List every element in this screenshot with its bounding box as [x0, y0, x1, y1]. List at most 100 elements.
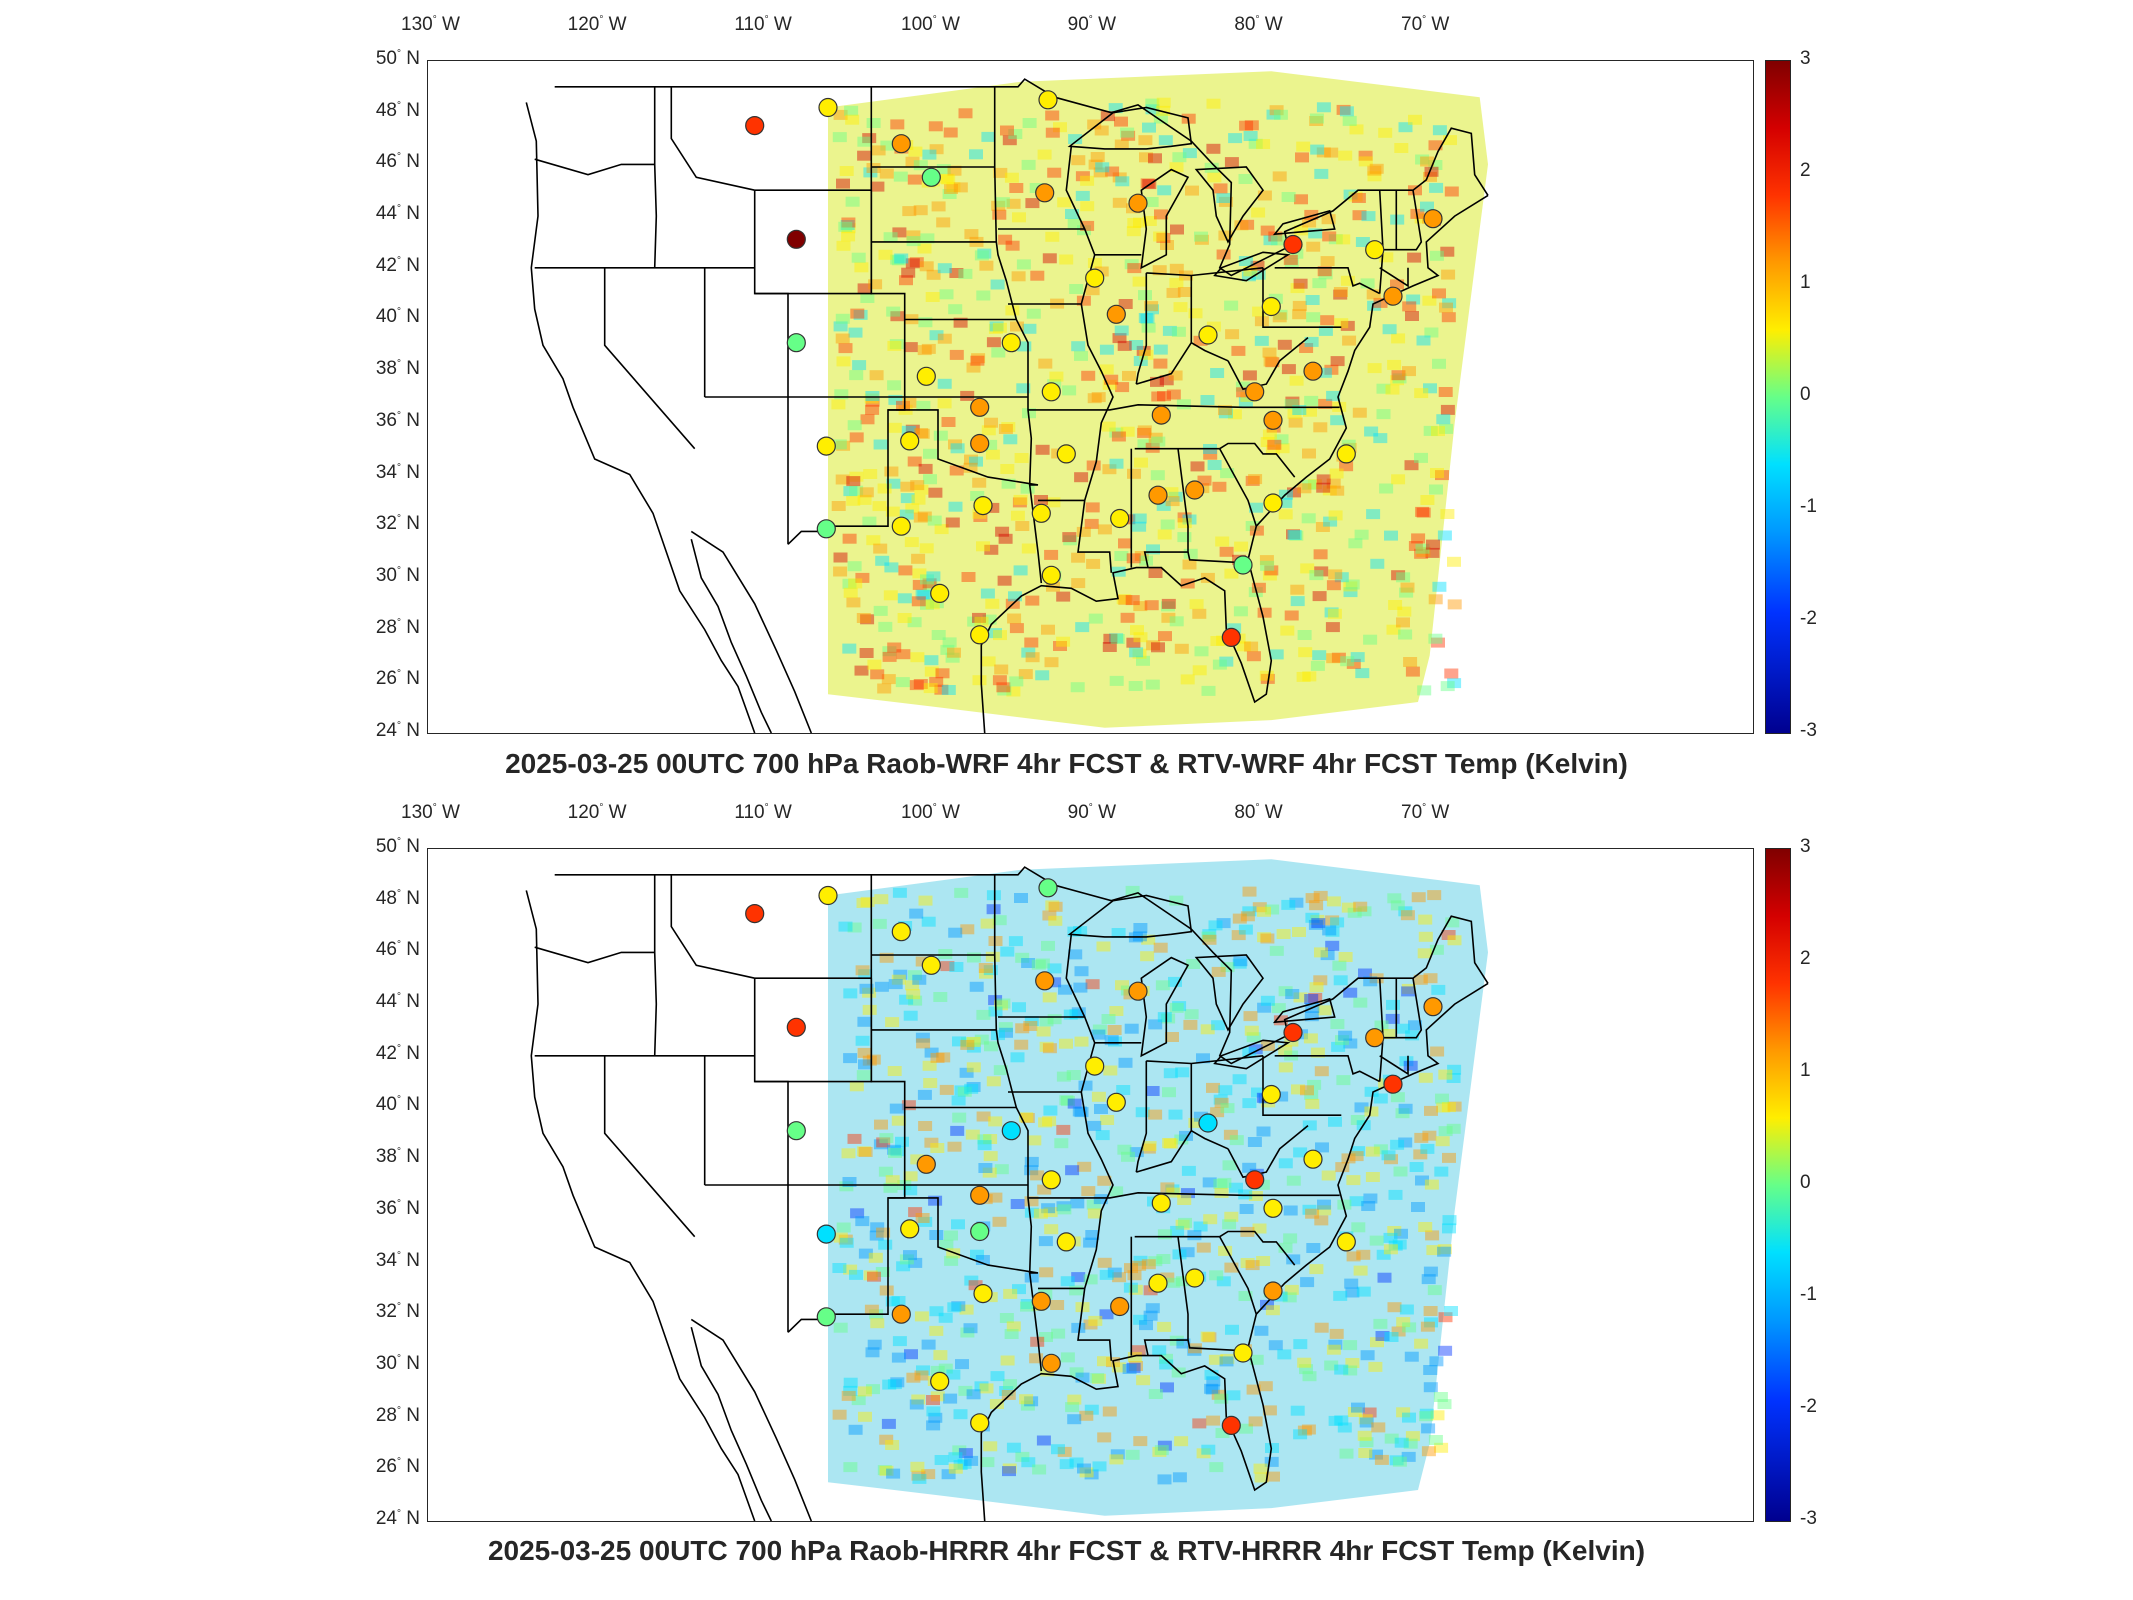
great-lake-outline	[1272, 997, 1336, 1024]
lat-tick-label: 44° N	[375, 203, 420, 225]
lon-tick-label: 70° W	[1401, 802, 1450, 823]
raob-station-marker	[816, 436, 836, 456]
state-boundary	[1135, 272, 1148, 385]
forecast-field-swath	[828, 859, 1488, 1516]
raob-station-marker	[1038, 90, 1058, 110]
lat-tick-label: 24° N	[375, 1508, 420, 1529]
raob-station-marker	[1031, 503, 1051, 523]
panel-title-bottom: 2025-03-25 00UTC 700 hPa Raob-HRRR 4hr F…	[487, 1535, 1646, 1566]
raob-station-marker	[1221, 1415, 1241, 1436]
raob-station-marker	[1041, 1353, 1061, 1373]
state-boundary	[1136, 1130, 1192, 1173]
lon-tick-label: 90° W	[1067, 802, 1117, 823]
lat-tick-label: 34° N	[375, 1249, 420, 1271]
raob-station-marker	[1041, 1170, 1061, 1190]
lon-tick-label: 100° W	[901, 14, 960, 35]
state-boundary	[1143, 448, 1189, 568]
raob-station-marker	[1336, 1232, 1356, 1252]
lat-tick-label: 50° N	[375, 48, 420, 69]
state-boundary	[603, 1055, 696, 1238]
raob-station-marker	[1383, 1074, 1403, 1094]
state-boundary	[1262, 1055, 1342, 1117]
great-lake-outline	[1140, 956, 1190, 1058]
raob-station-marker	[1110, 508, 1130, 529]
lat-tick-label: 34° N	[375, 461, 420, 483]
field-texture	[831, 97, 1462, 697]
lon-tick-label: 110° W	[734, 14, 792, 35]
raob-station-marker	[1263, 1281, 1283, 1301]
state-boundary	[1065, 146, 1114, 573]
colorbar-tick-label: 0	[1800, 384, 1811, 405]
state-boundary	[1028, 1191, 1340, 1199]
state-boundary	[888, 409, 1043, 584]
colorbar-tick-label: 3	[1800, 48, 1811, 69]
raob-station-marker	[1001, 333, 1021, 353]
raob-station-marker	[1148, 485, 1168, 505]
raob-station-marker	[1085, 1056, 1105, 1076]
colorbar-tick-label: 2	[1800, 160, 1811, 181]
baja-coastline	[690, 1326, 773, 1521]
lat-tick-label: 32° N	[375, 513, 420, 535]
raob-station-marker	[1185, 480, 1205, 500]
raob-station-marker	[1151, 1193, 1171, 1213]
colorbar-tick-label: -1	[1800, 496, 1817, 517]
state-boundary	[1190, 1063, 1229, 1150]
raob-station-marker	[818, 885, 838, 906]
state-boundary	[1274, 1055, 1381, 1083]
raob-station-marker	[1245, 382, 1265, 402]
lat-tick-label: 40° N	[375, 306, 420, 328]
raob-station-marker	[1035, 971, 1055, 991]
raob-station-marker	[1261, 1084, 1281, 1105]
state-boundary	[1136, 342, 1192, 385]
west-coastline	[525, 890, 756, 1521]
lat-tick-label: 28° N	[375, 1404, 420, 1426]
lat-tick-label: 42° N	[375, 254, 420, 276]
raob-station-marker	[900, 431, 920, 451]
great-lake-outline	[1194, 954, 1264, 1032]
raob-station-marker	[1085, 268, 1105, 288]
state-boundary	[993, 86, 1033, 485]
state-boundary	[754, 292, 789, 545]
raob-station-marker	[1056, 1232, 1076, 1252]
raob-station-marker	[970, 1185, 990, 1205]
raob-station-marker	[970, 1413, 990, 1433]
state-boundary	[534, 946, 655, 964]
raob-station-marker	[1041, 565, 1061, 585]
state-boundary	[1135, 1060, 1148, 1173]
colorbar-bottom	[1765, 848, 1791, 1522]
raob-station-marker	[1038, 878, 1058, 898]
raob-station-marker	[1263, 493, 1283, 513]
lat-tick-label: 30° N	[375, 1352, 420, 1374]
lon-tick-label: 100° W	[901, 802, 960, 823]
state-boundary	[1190, 275, 1229, 362]
lat-tick-label: 46° N	[375, 151, 420, 173]
top-panel: 130° W 120° W 110° W 100° W 90° W 80° W 70° W …	[375, 14, 1817, 779]
raob-station-marker	[818, 97, 838, 118]
raob-station-marker	[786, 333, 806, 353]
colorbar-tick-label: 1	[1800, 272, 1811, 293]
state-boundary	[1383, 190, 1423, 251]
lat-tick-label: 32° N	[375, 1301, 420, 1323]
state-boundary	[534, 158, 655, 176]
lat-tick-label: 48° N	[375, 887, 420, 909]
raob-station-marker	[916, 366, 936, 386]
colorbar-tick-label: 3	[1800, 836, 1811, 857]
raob-station-marker	[1106, 304, 1126, 324]
raob-station-marker	[1303, 361, 1323, 381]
forecast-field-swath	[828, 71, 1488, 728]
lat-tick-label: 26° N	[375, 668, 420, 690]
raob-station-marker	[891, 516, 911, 536]
lat-tick-label: 50° N	[375, 836, 420, 857]
state-boundary	[1262, 267, 1342, 329]
map-frame-top	[427, 60, 1754, 734]
lon-tick-label: 90° W	[1067, 14, 1117, 35]
field-texture	[832, 885, 1462, 1485]
raob-station-marker	[786, 1017, 806, 1037]
state-boundary	[670, 86, 755, 191]
lat-tick-label: 26° N	[375, 1456, 420, 1478]
raob-station-marker	[1336, 444, 1356, 464]
colorbar-top	[1765, 60, 1791, 734]
great-lake-outline	[1067, 106, 1193, 150]
raob-station-marker	[1031, 1291, 1051, 1311]
lon-tick-label: 110° W	[734, 802, 792, 823]
